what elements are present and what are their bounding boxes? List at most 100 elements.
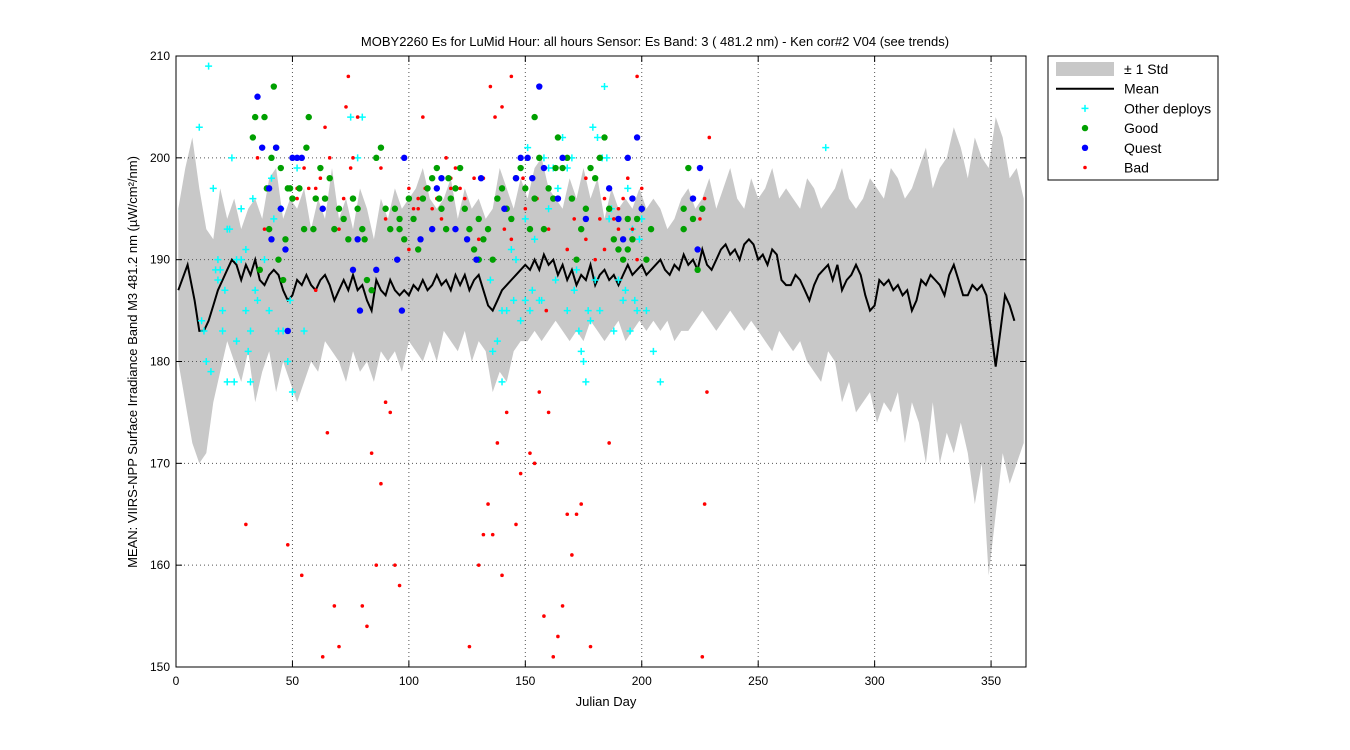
bad-point: [556, 634, 560, 639]
good-point: [387, 225, 394, 233]
bad-point: [318, 176, 323, 180]
x-tick-label: 300: [865, 674, 885, 688]
bad-point: [621, 196, 625, 201]
quest-point: [633, 134, 641, 141]
bad-point: [593, 257, 597, 262]
good-point: [354, 205, 361, 212]
bad-point: [365, 624, 369, 629]
bad-point: [313, 186, 318, 191]
good-point: [300, 225, 308, 233]
good-point: [442, 225, 450, 233]
bad-point: [532, 461, 537, 466]
other-deploys-point: [205, 62, 213, 70]
bad-point: [546, 227, 551, 231]
plot-area: 0 50 100 150 200 250 300 350 150 160 170 180 190 200 2…: [150, 49, 1027, 688]
quest-point: [272, 144, 280, 151]
quest-point: [605, 185, 613, 192]
other-deploys-point: [656, 378, 664, 386]
bad-point: [518, 471, 523, 476]
good-point: [552, 164, 559, 172]
y-tick-label: 180: [150, 355, 170, 369]
other-deploys-point: [260, 256, 268, 264]
good-point: [531, 195, 538, 202]
other-deploys-point: [242, 307, 250, 315]
good-point: [582, 205, 590, 212]
good-point: [345, 236, 352, 243]
y-tick-label: 150: [150, 660, 170, 674]
other-deploys-point: [512, 256, 520, 264]
good-point: [526, 225, 534, 233]
legend-label: Bad: [1124, 160, 1149, 176]
other-deploys-point: [631, 296, 639, 304]
good-point: [461, 205, 468, 212]
other-deploys-point: [570, 286, 578, 294]
quest-point: [282, 246, 289, 253]
bad-point: [299, 573, 304, 578]
good-point: [587, 164, 594, 172]
legend-box: [1047, 55, 1219, 181]
good-point: [363, 276, 371, 284]
other-deploys-point: [822, 144, 830, 152]
good-point: [428, 175, 436, 182]
other-deploys-point: [214, 256, 222, 264]
other-deploys-point: [195, 123, 203, 131]
other-deploys-point: [510, 296, 518, 304]
quest-point: [501, 205, 508, 212]
bad-point: [341, 196, 346, 201]
quest-point: [401, 154, 408, 162]
bad-point: [514, 522, 518, 527]
good-point: [321, 195, 329, 202]
legend-label: Quest: [1124, 140, 1161, 156]
other-deploys-point: [242, 245, 250, 253]
bad-point: [458, 186, 462, 191]
other-deploys-point: [507, 245, 515, 253]
good-point: [545, 185, 552, 192]
good-point: [680, 205, 687, 212]
bad-point: [379, 166, 383, 170]
other-deploys-point: [521, 296, 529, 304]
bad-point: [383, 217, 388, 221]
quest-point: [289, 154, 296, 162]
x-tick-label: 200: [632, 674, 652, 688]
bad-point: [495, 441, 500, 445]
bad-point: [523, 206, 528, 211]
bad-point: [551, 655, 556, 659]
good-point: [405, 195, 413, 202]
quest-point: [624, 154, 631, 162]
other-deploys-point: [524, 144, 532, 152]
good-point: [279, 276, 287, 284]
good-point: [517, 164, 524, 172]
good-point: [414, 246, 422, 253]
other-deploys-point: [552, 276, 560, 284]
quest-point: [477, 175, 485, 182]
bad-point: [360, 604, 365, 608]
other-deploys-point: [265, 307, 273, 315]
quest-point: [268, 236, 275, 243]
bad-point: [344, 105, 348, 109]
other-deploys-point: [486, 276, 494, 284]
good-point: [536, 154, 543, 162]
x-tick-label: 150: [515, 674, 535, 688]
good-point: [391, 205, 399, 212]
other-deploys-point: [526, 307, 534, 315]
good-point: [647, 225, 655, 233]
other-deploys-point: [528, 286, 536, 294]
legend-symbol-bad: [1083, 165, 1087, 170]
quest-point: [582, 215, 590, 223]
good-point: [564, 154, 571, 162]
good-point: [480, 236, 487, 243]
good-point: [540, 225, 548, 233]
good-point: [494, 195, 501, 202]
other-deploys-point: [531, 235, 539, 243]
good-point: [601, 134, 608, 141]
good-point: [335, 205, 343, 212]
bad-point: [565, 247, 570, 252]
good-point: [435, 195, 443, 202]
other-deploys-point: [209, 184, 217, 192]
good-point: [508, 215, 515, 223]
good-point: [699, 205, 706, 212]
x-axis-label: Julian Day: [576, 694, 637, 709]
bad-point: [374, 563, 379, 567]
quest-point: [373, 266, 380, 274]
